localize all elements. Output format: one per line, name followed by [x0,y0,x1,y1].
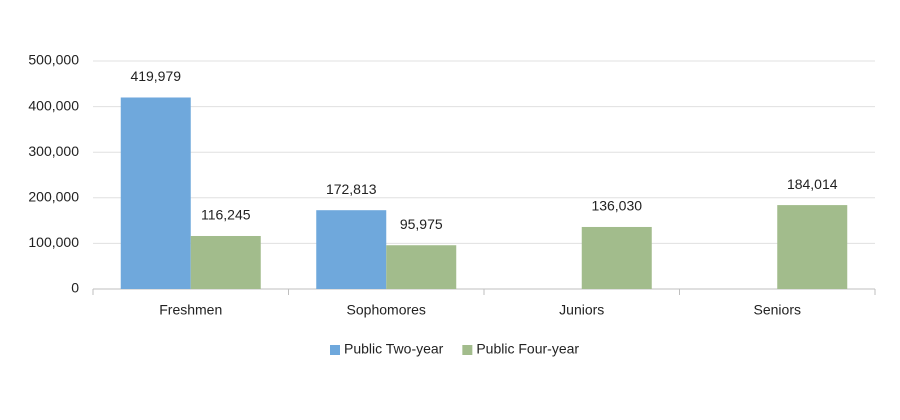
bar [581,226,652,289]
bar [190,235,261,289]
data-label: 172,813 [326,181,377,197]
y-tick-label: 300,000 [28,143,79,159]
x-tick-label: Freshmen [159,302,222,318]
legend-swatch [462,345,473,355]
legend-swatch [330,345,340,355]
bar [316,210,387,289]
data-label: 419,979 [130,68,181,84]
data-label: 136,030 [591,198,642,214]
x-tick-label: Seniors [754,302,801,318]
bar [777,205,848,289]
legend-label: Public Two-year [344,341,444,357]
y-tick-label: 0 [71,280,79,296]
y-tick-label: 400,000 [28,97,79,113]
y-tick-label: 500,000 [28,52,79,68]
legend-label: Public Four-year [476,341,579,357]
bar [120,97,191,289]
y-tick-label: 100,000 [28,234,79,250]
y-tick-label: 200,000 [28,189,79,205]
data-label: 184,014 [787,176,838,192]
x-tick-label: Sophomores [347,302,426,318]
x-tick-label: Juniors [559,302,604,318]
bar [386,245,457,289]
data-label: 95,975 [400,216,443,232]
data-label: 116,245 [201,207,251,223]
